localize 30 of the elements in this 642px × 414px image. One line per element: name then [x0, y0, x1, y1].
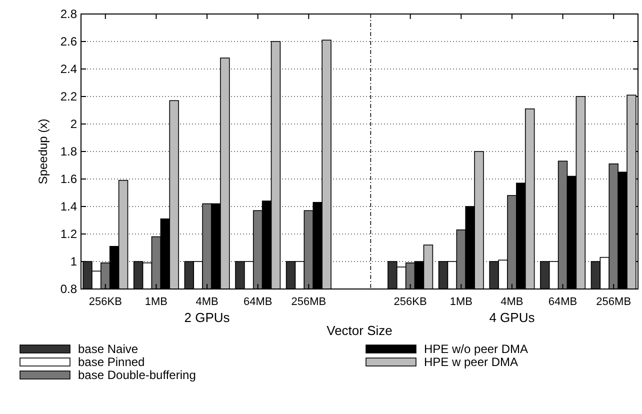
- x-tick-label: 256MB: [596, 296, 632, 308]
- y-tick-label: 1.6: [60, 172, 78, 186]
- y-tick-label: 2: [70, 117, 78, 131]
- y-tick-label: 2.2: [60, 90, 78, 104]
- x-tick-label: 1MB: [450, 296, 472, 308]
- y-tick-label: 0.8: [60, 282, 78, 296]
- x-axis-title: Vector Size: [326, 323, 392, 338]
- x-tick-label: 64MB: [243, 296, 272, 308]
- x-tick-label: 4MB: [500, 296, 524, 308]
- x-tick-label: 1MB: [144, 296, 168, 308]
- y-tick-label: 2.4: [60, 62, 78, 76]
- legend-label: base Double-buffering: [78, 368, 196, 382]
- x-tick-label: 256MB: [291, 296, 326, 308]
- y-tick-label: 1.4: [60, 200, 78, 214]
- y-tick-label: 2.6: [60, 34, 78, 48]
- legend-label: HPE w peer DMA: [424, 355, 518, 369]
- legend-label: base Naive: [78, 342, 138, 356]
- text: 4 GPUs: [489, 310, 536, 325]
- x-tick-label: 256KB: [88, 296, 122, 308]
- text: 2 GPUs: [184, 310, 230, 325]
- x-tick-label: 4MB: [196, 296, 218, 308]
- y-tick-label: 1.2: [60, 227, 78, 241]
- x-tick-label: 256KB: [394, 296, 427, 308]
- y-tick-label: 1.8: [60, 144, 78, 158]
- y-tick-label: 2.8: [60, 7, 78, 21]
- y-axis-title: Speedup (x): [36, 118, 50, 184]
- y-tick-label: 1: [70, 254, 78, 268]
- x-tick-label: 64MB: [548, 296, 578, 308]
- legend-label: HPE w/o peer DMA: [424, 342, 528, 356]
- legend-label: base Pinned: [78, 355, 145, 369]
